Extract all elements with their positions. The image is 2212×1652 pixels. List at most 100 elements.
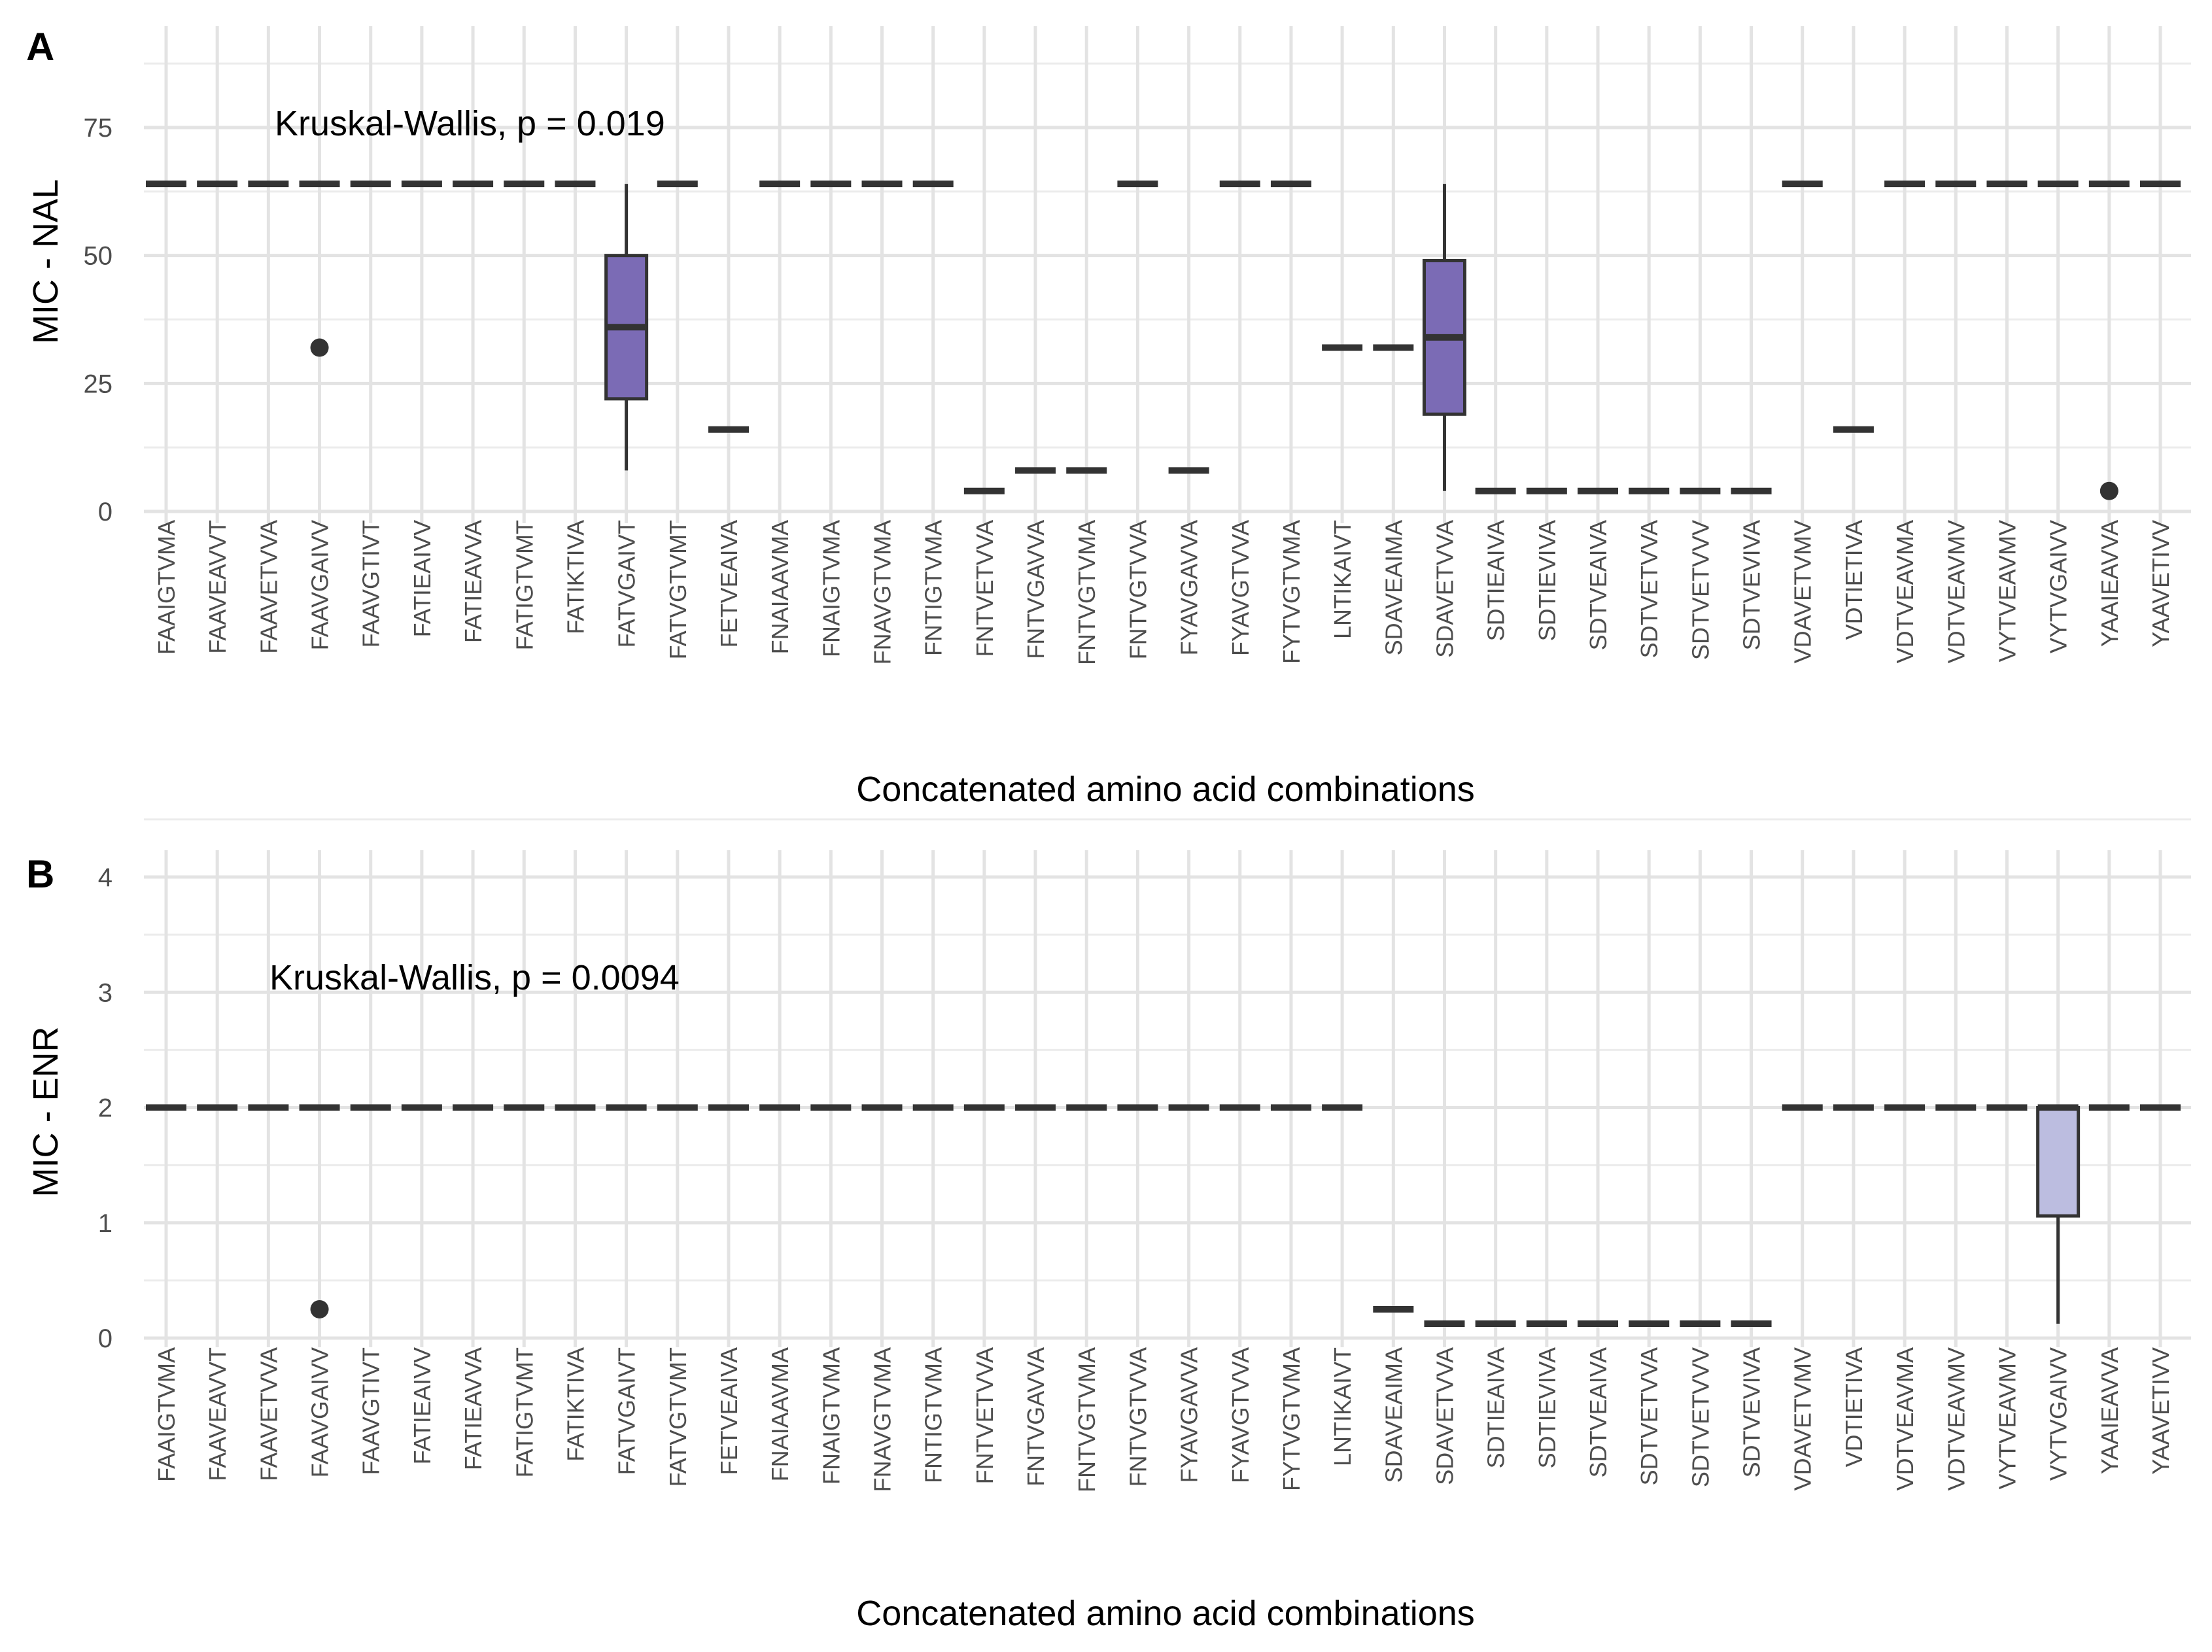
- x-tick-label: FAAVEAVVT: [204, 1347, 231, 1481]
- x-tick-label: FATIEAVVA: [460, 1347, 487, 1470]
- x-tick-label: FAAVETVVA: [255, 1347, 282, 1481]
- box-FATVGAIVT: [604, 184, 649, 471]
- x-tick-label: FAAVGTIVT: [358, 520, 385, 647]
- x-tick-label: SDTVEAIVA: [1585, 1347, 1612, 1477]
- y-tick-label: 50: [84, 242, 113, 271]
- x-tick-label: FAAVGAIVV: [307, 1347, 334, 1477]
- x-tick-label: FAAVGTIVT: [358, 1347, 385, 1475]
- kruskal-wallis-annotation-a: Kruskal-Wallis, p = 0.019: [275, 104, 665, 143]
- x-tick-label: FAAVETVVA: [255, 520, 282, 654]
- x-tick-label: FNAIAAVMA: [767, 520, 793, 654]
- x-tick-label: FNTVGTVVA: [1124, 520, 1151, 659]
- x-tick-label: SDTVETVVA: [1636, 1347, 1663, 1485]
- x-tick-label: YAAIEAVVA: [2096, 1347, 2123, 1474]
- x-tick-label: VDTIETIVA: [1840, 520, 1867, 640]
- x-tick-label: FNAIAAVMA: [767, 1347, 793, 1481]
- x-tick-label: FNAIGTVMA: [818, 1347, 844, 1485]
- box-body: [2036, 1106, 2081, 1218]
- x-axis-title-a: Concatenated amino acid combinations: [856, 770, 1475, 809]
- x-tick-label: FNTIGTVMA: [920, 1347, 947, 1483]
- gridlines: [144, 818, 2191, 1347]
- x-tick-label: VDTIETIVA: [1840, 1347, 1867, 1467]
- x-tick-label: FATIKTIVA: [562, 1347, 589, 1462]
- x-tick-label: YAAIEAVVA: [2096, 520, 2123, 647]
- y-tick-label: 4: [98, 863, 112, 892]
- x-tick-label: FYAVGTVVA: [1227, 1347, 1254, 1483]
- x-axis-title-b: Concatenated amino acid combinations: [856, 1594, 1475, 1633]
- y-tick-label: 2: [98, 1094, 112, 1123]
- box-SDAVETVVA: [1422, 184, 1466, 491]
- x-tick-label: FNAVGTVMA: [869, 1347, 896, 1492]
- x-tick-label: FYAVGTVVA: [1227, 520, 1254, 656]
- box-YAAIEAVVA: [2088, 181, 2130, 500]
- y-axis-title-b: MIC - ENR: [26, 1027, 65, 1197]
- x-tick-label: FNAVGTVMA: [869, 520, 896, 664]
- x-tick-label: YAAVETIVV: [2147, 1347, 2174, 1475]
- x-tick-label: SDTVETVVV: [1687, 520, 1714, 660]
- panel-a: A Kruskal-Wallis, p = 0.019 Concatenated…: [26, 25, 2191, 809]
- x-tick-label: FNTVGAVVA: [1022, 520, 1049, 659]
- x-tick-label: VYTVGAIVV: [2045, 520, 2072, 653]
- x-tick-label: FNTVETVVA: [971, 1347, 998, 1484]
- gridlines: [144, 26, 2191, 523]
- x-tick-label: FNTIGTVMA: [920, 520, 947, 656]
- y-tick-label: 0: [98, 498, 112, 526]
- x-tick-label: FETVEAIVA: [716, 520, 742, 647]
- x-tick-label: FATVGTVMT: [665, 1347, 691, 1487]
- x-tick-label: YAAVETIVV: [2147, 520, 2174, 647]
- x-tick-label: FNAIGTVMA: [818, 520, 844, 657]
- x-tick-label: SDTVEVIVA: [1738, 1347, 1765, 1477]
- x-tick-label: SDTIEVIVA: [1534, 1347, 1561, 1468]
- x-tick-label: SDAVEAIMA: [1380, 520, 1407, 655]
- x-tick-label: FYAVGAVVA: [1176, 520, 1203, 655]
- x-tick-label: SDTIEAIVA: [1483, 1347, 1510, 1468]
- x-tick-label: FATIGTVMT: [511, 1347, 538, 1477]
- x-tick-label: FNTVGTVVA: [1124, 1347, 1151, 1487]
- x-tick-label: FATIEAIVV: [409, 1347, 436, 1464]
- x-tick-label: FATVGAIVT: [613, 1347, 640, 1475]
- x-tick-label: FNTVGAVVA: [1022, 1347, 1049, 1487]
- x-tick-label: FETVEAIVA: [716, 1347, 742, 1475]
- x-tick-label: FATIKTIVA: [562, 520, 589, 634]
- x-tick-label: LNTIKAIVT: [1329, 1347, 1356, 1466]
- x-tick-label: FAAIGTVMA: [153, 1347, 180, 1482]
- x-tick-label: LNTIKAIVT: [1329, 520, 1356, 639]
- y-tick-label: 25: [84, 370, 113, 398]
- outlier-point: [2100, 481, 2118, 500]
- x-tick-label: VDTVEAVMA: [1892, 520, 1918, 663]
- x-tick-label: SDTVEAIVA: [1585, 520, 1612, 650]
- x-tick-label: VYTVEAVMV: [1994, 520, 2020, 662]
- box-FAAVGAIVV: [299, 181, 340, 357]
- y-axis-title-a: MIC - NAL: [26, 179, 65, 344]
- panel-b: B Kruskal-Wallis, p = 0.0094 Concatenate…: [26, 818, 2191, 1633]
- x-tick-label: VYTVEAVMV: [1994, 1347, 2020, 1489]
- x-tick-label: SDTVETVVA: [1636, 520, 1663, 658]
- x-tick-label: VDAVETVMV: [1789, 1347, 1816, 1490]
- x-tick-label: FATIGTVMT: [511, 520, 538, 650]
- outlier-point: [310, 1299, 329, 1318]
- x-tick-label: SDTVETVVV: [1687, 1347, 1714, 1487]
- x-tick-label: VYTVGAIVV: [2045, 1347, 2072, 1481]
- panel-label-b: B: [26, 852, 54, 896]
- x-tick-label: SDAVEAIMA: [1380, 1347, 1407, 1483]
- x-tick-label: FATVGAIVT: [613, 520, 640, 647]
- x-tick-label: FNTVETVVA: [971, 520, 998, 657]
- x-tick-label: VDTVEAVMV: [1943, 520, 1969, 663]
- x-tick-label: VDAVETVMV: [1789, 520, 1816, 663]
- box-FAAVGAIVV: [299, 1104, 340, 1318]
- x-tick-label: SDTIEAIVA: [1483, 520, 1510, 641]
- x-tick-label: FATIEAVVA: [460, 520, 487, 643]
- kruskal-wallis-annotation-b: Kruskal-Wallis, p = 0.0094: [269, 958, 680, 997]
- x-tick-label: FATIEAIVV: [409, 520, 436, 637]
- x-tick-label: VDTVEAVMA: [1892, 1347, 1918, 1490]
- x-tick-label: FATVGTVMT: [665, 520, 691, 659]
- x-tick-label: SDTIEVIVA: [1534, 520, 1561, 641]
- box-VYTVGAIVV: [2036, 1104, 2081, 1324]
- y-tick-label: 75: [84, 114, 113, 143]
- x-tick-label: SDTVEVIVA: [1738, 520, 1765, 650]
- outlier-point: [310, 338, 329, 357]
- x-tick-label: FAAVEAVVT: [204, 520, 231, 654]
- x-tick-label: FYAVGAVVA: [1176, 1347, 1203, 1483]
- x-tick-label: FAAIGTVMA: [153, 520, 180, 655]
